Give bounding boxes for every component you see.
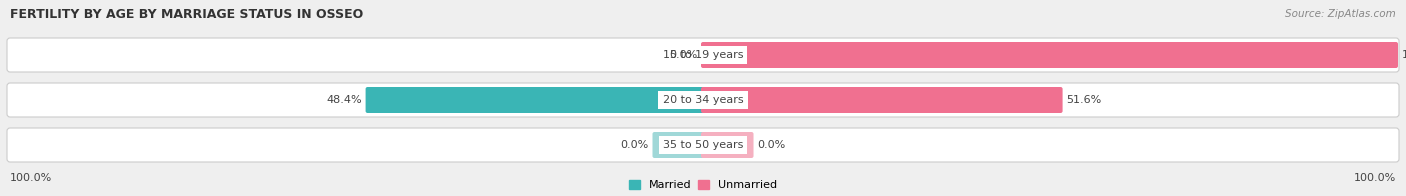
Text: 35 to 50 years: 35 to 50 years — [662, 140, 744, 150]
FancyBboxPatch shape — [702, 87, 1063, 113]
FancyBboxPatch shape — [366, 87, 704, 113]
FancyBboxPatch shape — [7, 83, 1399, 117]
Legend: Married, Unmarried: Married, Unmarried — [628, 180, 778, 191]
Text: 51.6%: 51.6% — [1067, 95, 1102, 105]
FancyBboxPatch shape — [7, 38, 1399, 72]
Text: 0.0%: 0.0% — [620, 140, 648, 150]
Text: 15 to 19 years: 15 to 19 years — [662, 50, 744, 60]
Text: FERTILITY BY AGE BY MARRIAGE STATUS IN OSSEO: FERTILITY BY AGE BY MARRIAGE STATUS IN O… — [10, 7, 363, 21]
Text: 100.0%: 100.0% — [1402, 50, 1406, 60]
Text: 0.0%: 0.0% — [758, 140, 786, 150]
FancyBboxPatch shape — [7, 128, 1399, 162]
FancyBboxPatch shape — [702, 132, 754, 158]
Text: 100.0%: 100.0% — [1354, 173, 1396, 183]
Text: 100.0%: 100.0% — [10, 173, 52, 183]
Text: 20 to 34 years: 20 to 34 years — [662, 95, 744, 105]
FancyBboxPatch shape — [652, 132, 704, 158]
FancyBboxPatch shape — [702, 42, 1398, 68]
Text: Source: ZipAtlas.com: Source: ZipAtlas.com — [1285, 9, 1396, 19]
Text: 0.0%: 0.0% — [669, 50, 697, 60]
Text: 48.4%: 48.4% — [326, 95, 361, 105]
